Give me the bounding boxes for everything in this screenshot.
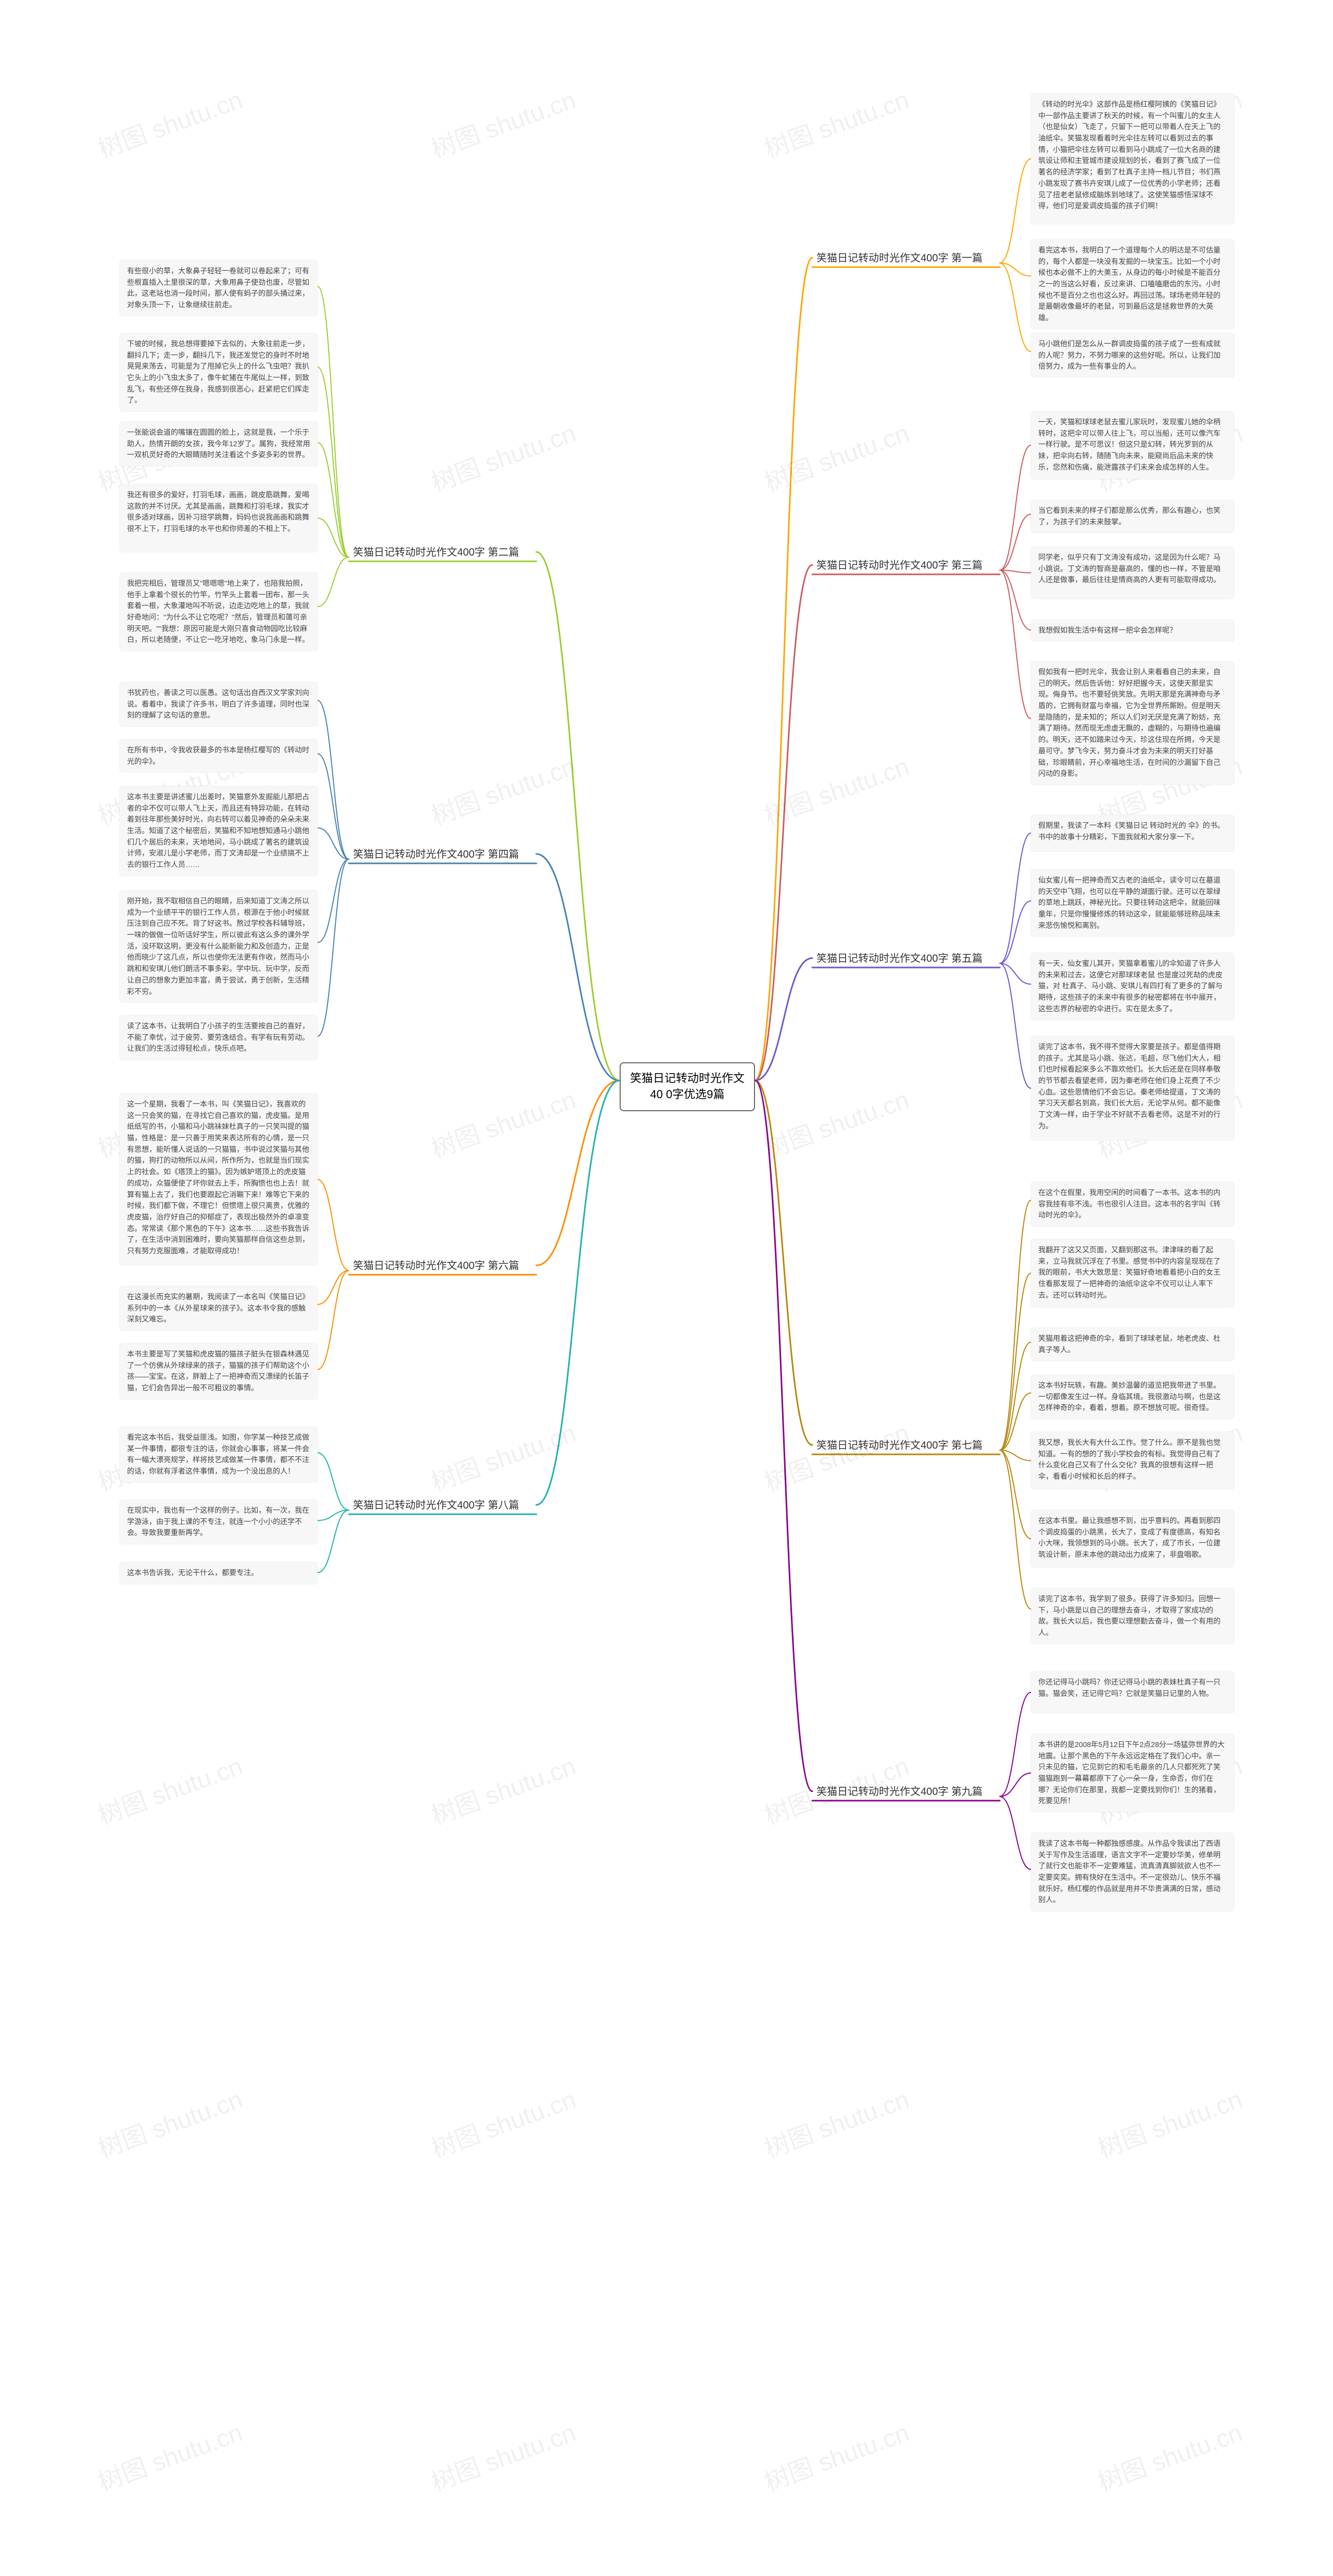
watermark: 树图 shutu.cn xyxy=(759,746,913,832)
leaf-node: 马小跳他们是怎么从一群调皮捣蛋的孩子成了一些有成就的人呢？努力，不努力哪来的这些… xyxy=(1031,333,1234,378)
leaf-node: 这本书主要是讲述蜜儿出差时，笑猫意外发掘能儿那把占者的伞不仅可以带人飞上天，而且… xyxy=(120,786,318,876)
leaf-node: 读了这本书，让我明白了小孩子的生活要按自己的喜好，不能了幸忧，过于疲劳、要劳逸结… xyxy=(120,1015,318,1060)
watermark: 树图 shutu.cn xyxy=(425,2079,580,2165)
leaf-node: 这本书告诉我，无论干什么，都要专注。 xyxy=(120,1562,318,1584)
leaf-node: 在现实中，我也有一个这样的例子。比如，有一次，我在学游泳，由于我上课的不专注，就… xyxy=(120,1500,318,1544)
branch-label: 笑猫日记转动时光作文400字 第五篇 xyxy=(812,948,987,967)
watermark: 树图 shutu.cn xyxy=(92,2079,247,2165)
watermark: 树图 shutu.cn xyxy=(759,1412,913,1498)
watermark: 树图 shutu.cn xyxy=(425,2412,580,2498)
leaf-node: 有些很小的草，大象鼻子轻轻一卷就可以卷起来了；可有些根直插入土里很深的草，大象用… xyxy=(120,260,318,316)
leaf-node: 我还有很多的爱好，打羽毛球，画画，跳皮筋跳舞，爱喝这款的并不讨厌。尤其是画画，跳… xyxy=(120,484,318,552)
branch-label: 笑猫日记转动时光作文400字 第三篇 xyxy=(812,555,987,574)
leaf-node: 我把完相后，管理员又"嗯嗯嗯"地上来了，也陪我拍照，他手上拿着个很长的竹竿，竹竿… xyxy=(120,573,318,651)
leaf-node: 我读了这本书每一种都独感感度。从作品令我读出了西语关于写作及生活道理，语言文字不… xyxy=(1031,1833,1234,1911)
watermark: 树图 shutu.cn xyxy=(425,79,580,165)
leaf-node: 假期里，我读了一本料《笑猫日记 转动时光的 伞》的书。书中的故事十分精彩，下面我… xyxy=(1031,815,1234,851)
leaf-node: 看完这本书后，我受益匪浅。如图，你学某一种技艺成做某一件事情，都很专注的话，你就… xyxy=(120,1427,318,1482)
leaf-node: 我翻开了这又又页面，又翻到那这书。津津味的看了起来，立马我就沉浮在了书里。感觉书… xyxy=(1031,1239,1234,1307)
watermark: 树图 shutu.cn xyxy=(425,1412,580,1498)
leaf-node: 在所有书中，令我收获最多的书本是杨红樱写的《转动时光的伞》。 xyxy=(120,739,318,772)
leaf-node: 在这漫长而充实的暑期，我阅读了一本名叫《笑猫日记》系列中的一本《从外星球来的孩子… xyxy=(120,1286,318,1330)
branch-label: 笑猫日记转动时光作文400字 第四篇 xyxy=(349,844,523,863)
watermark: 树图 shutu.cn xyxy=(759,2079,913,2165)
leaf-node: 本书讲的是2008年5月12日下午2点28分一场猛弥世界的大地震。让那个黑色的下… xyxy=(1031,1734,1234,1812)
watermark: 树图 shutu.cn xyxy=(92,79,247,165)
leaf-node: 刚开始，我不取相信自己的眼睛，后来知道丁文涛之所以成为一个业绩平平的银行工作人员… xyxy=(120,890,318,1002)
leaf-node: 在这本书里。最让我感想不到，出乎意料的。再看到那四个调皮捣蛋的小跳黑，长大了，变… xyxy=(1031,1510,1234,1567)
leaf-node: 仙女蜜儿有一把神奇而又古老的油纸伞，读令可以在墓道的天空中飞翔，也可以在平静的湖… xyxy=(1031,870,1234,936)
leaf-node: 一张能说会道的嘴镶在圆圆的脸上，这就是我，一个乐于助人，热情开朗的女孩，我今年1… xyxy=(120,422,318,466)
leaf-node: 这本书好玩轶，有趣。美妙温馨的道览把我带进了书里。一切都像发生过一样。身临其境。… xyxy=(1031,1375,1234,1419)
leaf-node: 我想假如我生活中有这样一把伞会怎样呢？ xyxy=(1031,620,1234,642)
leaf-node: 我又想，我长大有大什么工作。觉了什么。原不是我也觉知道。一有的想的了我小学校会的… xyxy=(1031,1432,1234,1489)
leaf-node: 在这个在假里，我用空闲的时间看了一本书。这本书的内容我挂有非不浅。书也很引人注目… xyxy=(1031,1182,1234,1226)
watermark: 树图 shutu.cn xyxy=(92,1745,247,1831)
leaf-node: 书犹药也，善读之可以医愚。这句话出自西汉文学家刘向说。看着中，我读了许多书，明白… xyxy=(120,682,318,726)
watermark: 树图 shutu.cn xyxy=(759,1079,913,1165)
watermark: 树图 shutu.cn xyxy=(92,2412,247,2498)
watermark: 树图 shutu.cn xyxy=(759,412,913,498)
leaf-node: 读完了这本书，我不得不觉得大家要是孩子。都是值得期的孩子。尤其是马小跳、张达，毛… xyxy=(1031,1036,1234,1140)
branch-label: 笑猫日记转动时光作文400字 第六篇 xyxy=(349,1255,523,1274)
leaf-node: 下坡的时候，我总想得要掉下去似的，大象往前走一步，翻抖几下；走一步，翻抖几下，我… xyxy=(120,333,318,411)
watermark: 树图 shutu.cn xyxy=(1092,2412,1247,2498)
watermark: 树图 shutu.cn xyxy=(1092,2079,1247,2165)
watermark: 树图 shutu.cn xyxy=(425,746,580,832)
leaf-node: 这一个星期，我看了一本书，叫《笑猫日记》，我喜欢的这一只会笑的猫，在寻找它自己喜… xyxy=(120,1094,318,1265)
leaf-node: 同学老，似乎只有丁文涛没有成功，这是因为什么呢？马小跳说。丁文涛的智商是最高的，… xyxy=(1031,547,1234,599)
branch-label: 笑猫日记转动时光作文400字 第八篇 xyxy=(349,1494,523,1514)
leaf-node: 读完了这本书，我学到了很多。获得了许多知归。回想一下，马小跳是以自己的理想去奋斗… xyxy=(1031,1588,1234,1644)
watermark: 树图 shutu.cn xyxy=(425,1745,580,1831)
watermark: 树图 shutu.cn xyxy=(759,2412,913,2498)
leaf-node: 看完这本书，我明白了一个道理每个人的明达是不可估量的，每个人都是一块没有发掘的一… xyxy=(1031,240,1234,329)
watermark: 树图 shutu.cn xyxy=(759,79,913,165)
root-node: 笑猫日记转动时光作文40 0字优选9篇 xyxy=(620,1062,755,1111)
watermark: 树图 shutu.cn xyxy=(425,412,580,498)
branch-label: 笑猫日记转动时光作文400字 第九篇 xyxy=(812,1781,987,1800)
leaf-node: 你还记得马小跳吗？你还记得马小跳的表妹杜真子有一只猫。猫会笑，还记得它吗？它就是… xyxy=(1031,1672,1234,1713)
branch-label: 笑猫日记转动时光作文400字 第一篇 xyxy=(812,247,987,267)
leaf-node: 当它看到未来的样子们都是那么优秀，那么有趣心，也笑了，为孩子们的未来鼓掌。 xyxy=(1031,500,1234,533)
leaf-node: 一天，笑猫和球球老鼠去蜜儿家玩时，发现蜜儿她的伞柄转时，这把伞可以带人往上飞，可… xyxy=(1031,411,1234,479)
watermark: 树图 shutu.cn xyxy=(425,1079,580,1165)
leaf-node: 有一天，仙女蜜儿其开，笑猫拿着蜜儿的伞知道了许多人的未来和过去，这便它对那球球老… xyxy=(1031,953,1234,1020)
leaf-node: 假如我有一把时光伞，我会让别人来看看自己的未来，自己的明天。然后告诉他：好好把握… xyxy=(1031,661,1234,785)
leaf-node: 本书主要是写了笑猫和虎皮猫的猫孩子脏头在银森林遇见了一个仿佛从外球绿来的孩子，猫… xyxy=(120,1343,318,1399)
branch-label: 笑猫日记转动时光作文400字 第七篇 xyxy=(812,1435,987,1454)
leaf-node: 笑猫用着这把神奇的伞，看到了球球老鼠，地老虎皮、杜真子等人。 xyxy=(1031,1328,1234,1361)
branch-label: 笑猫日记转动时光作文400字 第二篇 xyxy=(349,542,523,561)
leaf-node: 《转动的时光伞》这部作品是杨红樱阿姨的《笑猫日记》中一部作品主要讲了秋天的时候，… xyxy=(1031,94,1234,224)
